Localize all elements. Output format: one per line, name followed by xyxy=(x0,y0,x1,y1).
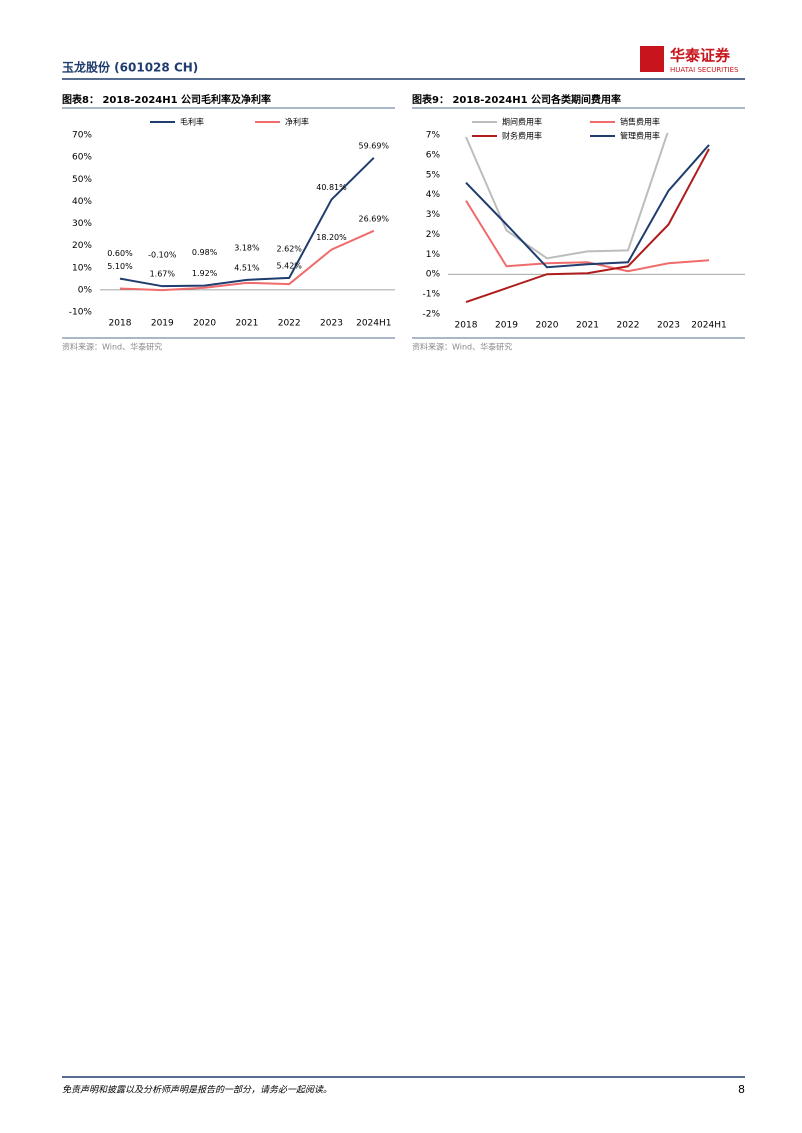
legend-label: 毛利率 xyxy=(180,117,204,127)
logo-icon xyxy=(640,46,664,72)
y-tick-label: -1% xyxy=(422,290,440,300)
x-tick-label: 2020 xyxy=(193,319,216,329)
data-label: 0.60% xyxy=(107,249,133,258)
data-label: 5.42% xyxy=(276,261,302,270)
data-label: 0.98% xyxy=(192,248,218,257)
y-tick-label: 2% xyxy=(426,230,441,240)
plot xyxy=(465,133,710,304)
y-tick-label: 7% xyxy=(426,131,441,141)
x-tick-label: 2018 xyxy=(109,319,132,329)
x-tick-label: 2019 xyxy=(151,319,174,329)
y-tick-label: 5% xyxy=(426,170,441,180)
source: 资料来源：Wind、华泰研究 xyxy=(412,342,512,352)
series-line xyxy=(119,229,375,292)
series-line xyxy=(465,144,710,269)
data-label: 18.20% xyxy=(316,233,347,242)
data-label: -0.10% xyxy=(148,251,177,260)
y-tick-label: 3% xyxy=(426,210,441,220)
plot xyxy=(119,157,375,292)
y-tick-label: 6% xyxy=(426,150,441,160)
x-tick-label: 2020 xyxy=(536,321,559,331)
x-tick-label: 2019 xyxy=(495,321,518,331)
series-line xyxy=(465,148,710,304)
x-tick-label: 2023 xyxy=(320,319,343,329)
data-label: 3.18% xyxy=(234,243,260,252)
x-tick-label: 2021 xyxy=(235,319,258,329)
logo-en: HUATAI SECURITIES xyxy=(670,66,739,74)
logo-cn: 华泰证券 xyxy=(670,47,731,65)
series-line xyxy=(465,200,710,273)
company: 玉龙股份 (601028 CH) xyxy=(62,60,198,75)
legend-label: 销售费用率 xyxy=(620,117,660,127)
legend-label: 管理费用率 xyxy=(620,131,660,141)
x-tick-label: 2023 xyxy=(657,321,680,331)
series-line xyxy=(465,133,669,260)
legend-label: 期间费用率 xyxy=(502,117,542,127)
legend-label: 财务费用率 xyxy=(502,131,542,141)
x-tick-label: 2022 xyxy=(617,321,640,331)
y-tick-label: 1% xyxy=(426,250,441,260)
y-tick-label: 70% xyxy=(72,131,92,141)
chart-title: 图表8： 2018-2024H1 公司毛利率及净利率 xyxy=(62,93,271,106)
x-tick-label: 2022 xyxy=(278,319,301,329)
legend-label: 净利率 xyxy=(285,117,309,127)
y-tick-label: 60% xyxy=(72,153,92,163)
data-label: 1.67% xyxy=(150,270,176,279)
page-number: 8 xyxy=(738,1083,745,1096)
y-tick-label: 30% xyxy=(72,219,92,229)
y-tick-label: -2% xyxy=(422,310,440,320)
x-tick-label: 2021 xyxy=(576,321,599,331)
x-tick-label: 2018 xyxy=(455,321,478,331)
y-tick-label: 0% xyxy=(78,285,93,295)
data-label: 59.69% xyxy=(359,141,390,150)
y-tick-label: 10% xyxy=(72,263,92,273)
data-label: 4.51% xyxy=(234,263,260,272)
series-line xyxy=(119,157,375,288)
y-tick-label: 4% xyxy=(426,190,441,200)
y-tick-label: 20% xyxy=(72,241,92,251)
y-tick-label: 50% xyxy=(72,175,92,185)
data-label: 1.92% xyxy=(192,269,218,278)
y-tick-label: 40% xyxy=(72,197,92,207)
data-label: 26.69% xyxy=(359,214,390,223)
chart-title: 图表9： 2018-2024H1 公司各类期间费用率 xyxy=(412,93,621,106)
data-label: 2.62% xyxy=(276,245,302,254)
disclaimer: 免责声明和披露以及分析师声明是报告的一部分，请务必一起阅读。 xyxy=(62,1085,332,1096)
y-tick-label: 0% xyxy=(426,270,441,280)
data-label: 5.10% xyxy=(107,262,133,271)
source: 资料来源：Wind、华泰研究 xyxy=(62,342,162,352)
data-label: 40.81% xyxy=(316,183,347,192)
x-tick-label: 2024H1 xyxy=(356,319,391,329)
x-tick-label: 2024H1 xyxy=(691,321,726,331)
y-tick-label: -10% xyxy=(69,308,93,318)
